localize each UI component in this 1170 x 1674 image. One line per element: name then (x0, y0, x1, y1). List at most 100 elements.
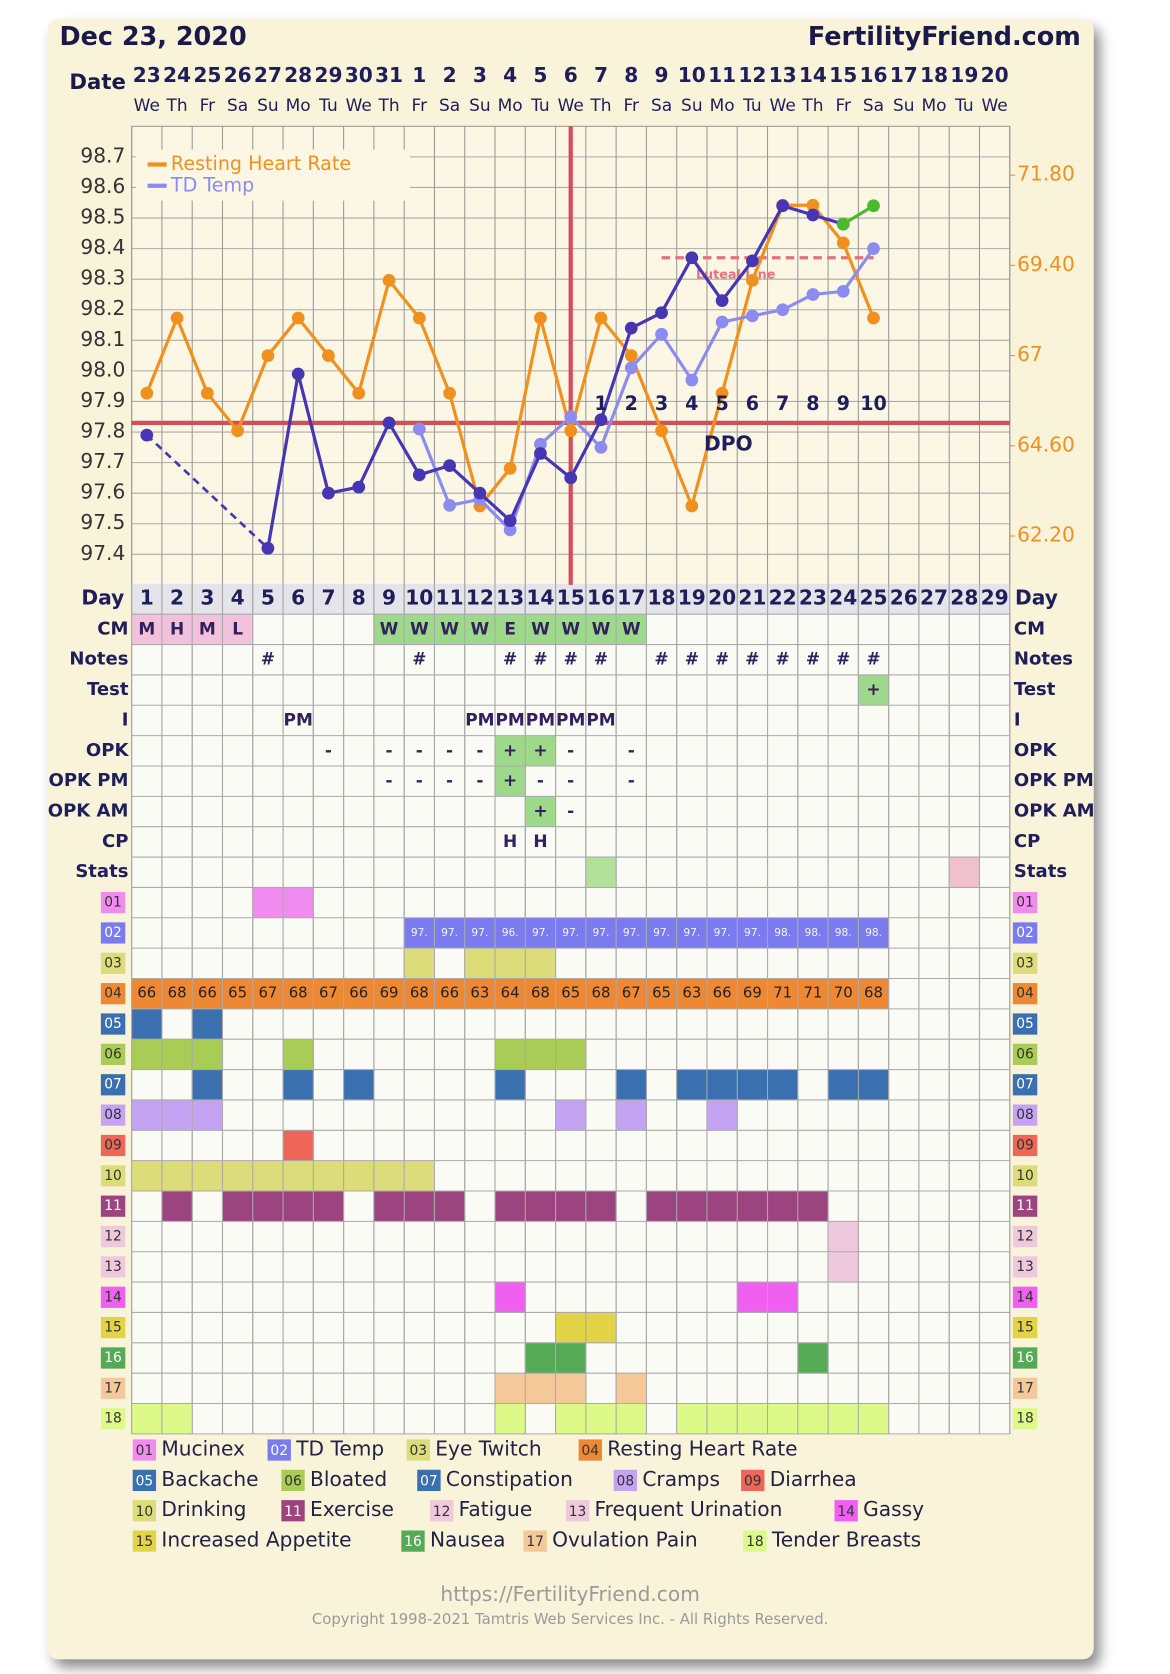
symptom-cell (222, 978, 253, 1009)
date-label: 29 (314, 63, 342, 87)
chart-date: Dec 23, 2020 (59, 22, 246, 52)
weekday-label: Mo (710, 96, 735, 116)
cell-text: 68 (864, 984, 883, 1002)
day-number: 29 (981, 586, 1009, 610)
weekday-label: Su (681, 96, 703, 116)
code-box (100, 1408, 126, 1430)
cell-text: 68 (531, 984, 550, 1002)
y2-tick-label: 69.40 (1017, 252, 1075, 276)
cell-text: - (476, 741, 483, 761)
weekday-label: Fr (200, 96, 216, 116)
symptom-cell (404, 948, 435, 979)
symptom-cell (525, 917, 556, 949)
cell-fill (434, 614, 465, 645)
y-tick-label: 98.5 (80, 205, 125, 229)
symptom-cell (676, 917, 707, 949)
cell-text: W (592, 619, 611, 639)
row-label: OPK PM (1014, 770, 1094, 791)
symptom-cell (616, 1403, 647, 1434)
data-point (594, 440, 608, 454)
weekday-label: We (134, 96, 160, 116)
symptom-cell (373, 978, 405, 1009)
y-tick-label: 97.4 (80, 541, 125, 565)
cell-text: 63 (470, 984, 489, 1002)
code-box (100, 891, 126, 914)
cell-text: 66 (440, 984, 459, 1002)
symptom-cell (404, 1191, 435, 1222)
data-point (776, 303, 790, 317)
legend-code-box (417, 1469, 441, 1491)
cell-fill (585, 857, 617, 888)
cell-fill (192, 614, 223, 645)
row-label: CP (1014, 831, 1040, 852)
cell-text: 97. (683, 926, 700, 939)
date-label: 19 (950, 63, 978, 87)
data-point (776, 199, 790, 213)
code-label: 01 (104, 895, 122, 911)
weekday-label: We (346, 96, 372, 116)
symptom-cell (616, 917, 647, 949)
gap-connector (145, 434, 269, 550)
symptom-cell (161, 1403, 193, 1434)
day-number: 22 (769, 586, 797, 610)
legend-code-box (741, 1469, 765, 1491)
legend-code-box (132, 1500, 157, 1522)
y2-tick-label: 62.20 (1017, 523, 1075, 547)
code-box (1012, 983, 1038, 1005)
symptom-cell (495, 917, 526, 949)
legend-code-box (565, 1500, 590, 1522)
cell-fill (495, 614, 526, 645)
weekday-label: Tu (318, 96, 338, 116)
data-point (200, 386, 214, 400)
day-number: 2 (170, 586, 184, 610)
data-point (746, 254, 759, 268)
cell-text: # (685, 650, 699, 670)
cell-text: 65 (561, 984, 580, 1002)
code-box (1012, 1165, 1038, 1187)
code-label: 10 (1016, 1168, 1034, 1184)
symptom-cell (616, 978, 647, 1009)
date-label: 20 (981, 63, 1009, 87)
legend-name: Frequent Urination (595, 1497, 783, 1521)
data-point (503, 462, 517, 475)
symptom-cell (797, 1342, 829, 1374)
code-label: 03 (1016, 955, 1034, 971)
cell-text: # (806, 650, 820, 670)
symptom-cell (525, 948, 556, 979)
day-number: 13 (496, 586, 524, 610)
symptom-cell (706, 1403, 738, 1434)
symptom-cell (585, 917, 617, 949)
legend-name: Cramps (642, 1467, 720, 1491)
cell-text: # (261, 650, 275, 670)
date-label: 6 (564, 63, 578, 87)
day-number: 11 (436, 586, 464, 610)
symptom-cell (495, 948, 526, 979)
symptom-cell (373, 1191, 405, 1222)
code-box (1012, 1347, 1038, 1369)
cell-text: 97. (593, 926, 610, 939)
legend-code: 13 (569, 1504, 587, 1520)
symptom-cell (767, 1403, 798, 1434)
code-box (100, 1225, 126, 1248)
cell-text: 97. (471, 926, 488, 939)
code-label: 08 (1016, 1107, 1034, 1123)
symptom-cell (131, 1403, 162, 1434)
date-label: 17 (890, 63, 918, 87)
code-label: 04 (1016, 986, 1034, 1002)
data-point (170, 311, 184, 325)
data-point (140, 386, 154, 400)
series-line (417, 247, 875, 533)
symptom-cell (828, 1221, 859, 1252)
legend-code-box (523, 1530, 547, 1552)
date-label: 1 (412, 63, 426, 87)
symptom-cell (555, 1039, 586, 1070)
symptom-cell (555, 1312, 586, 1343)
symptom-cell (525, 1039, 556, 1070)
cell-text: PM (495, 710, 524, 730)
symptom-cell (131, 1039, 162, 1070)
cell-fill (525, 735, 556, 766)
cell-text: 97. (562, 926, 579, 939)
symptom-cell (646, 978, 677, 1009)
symptom-cell (797, 1191, 829, 1222)
